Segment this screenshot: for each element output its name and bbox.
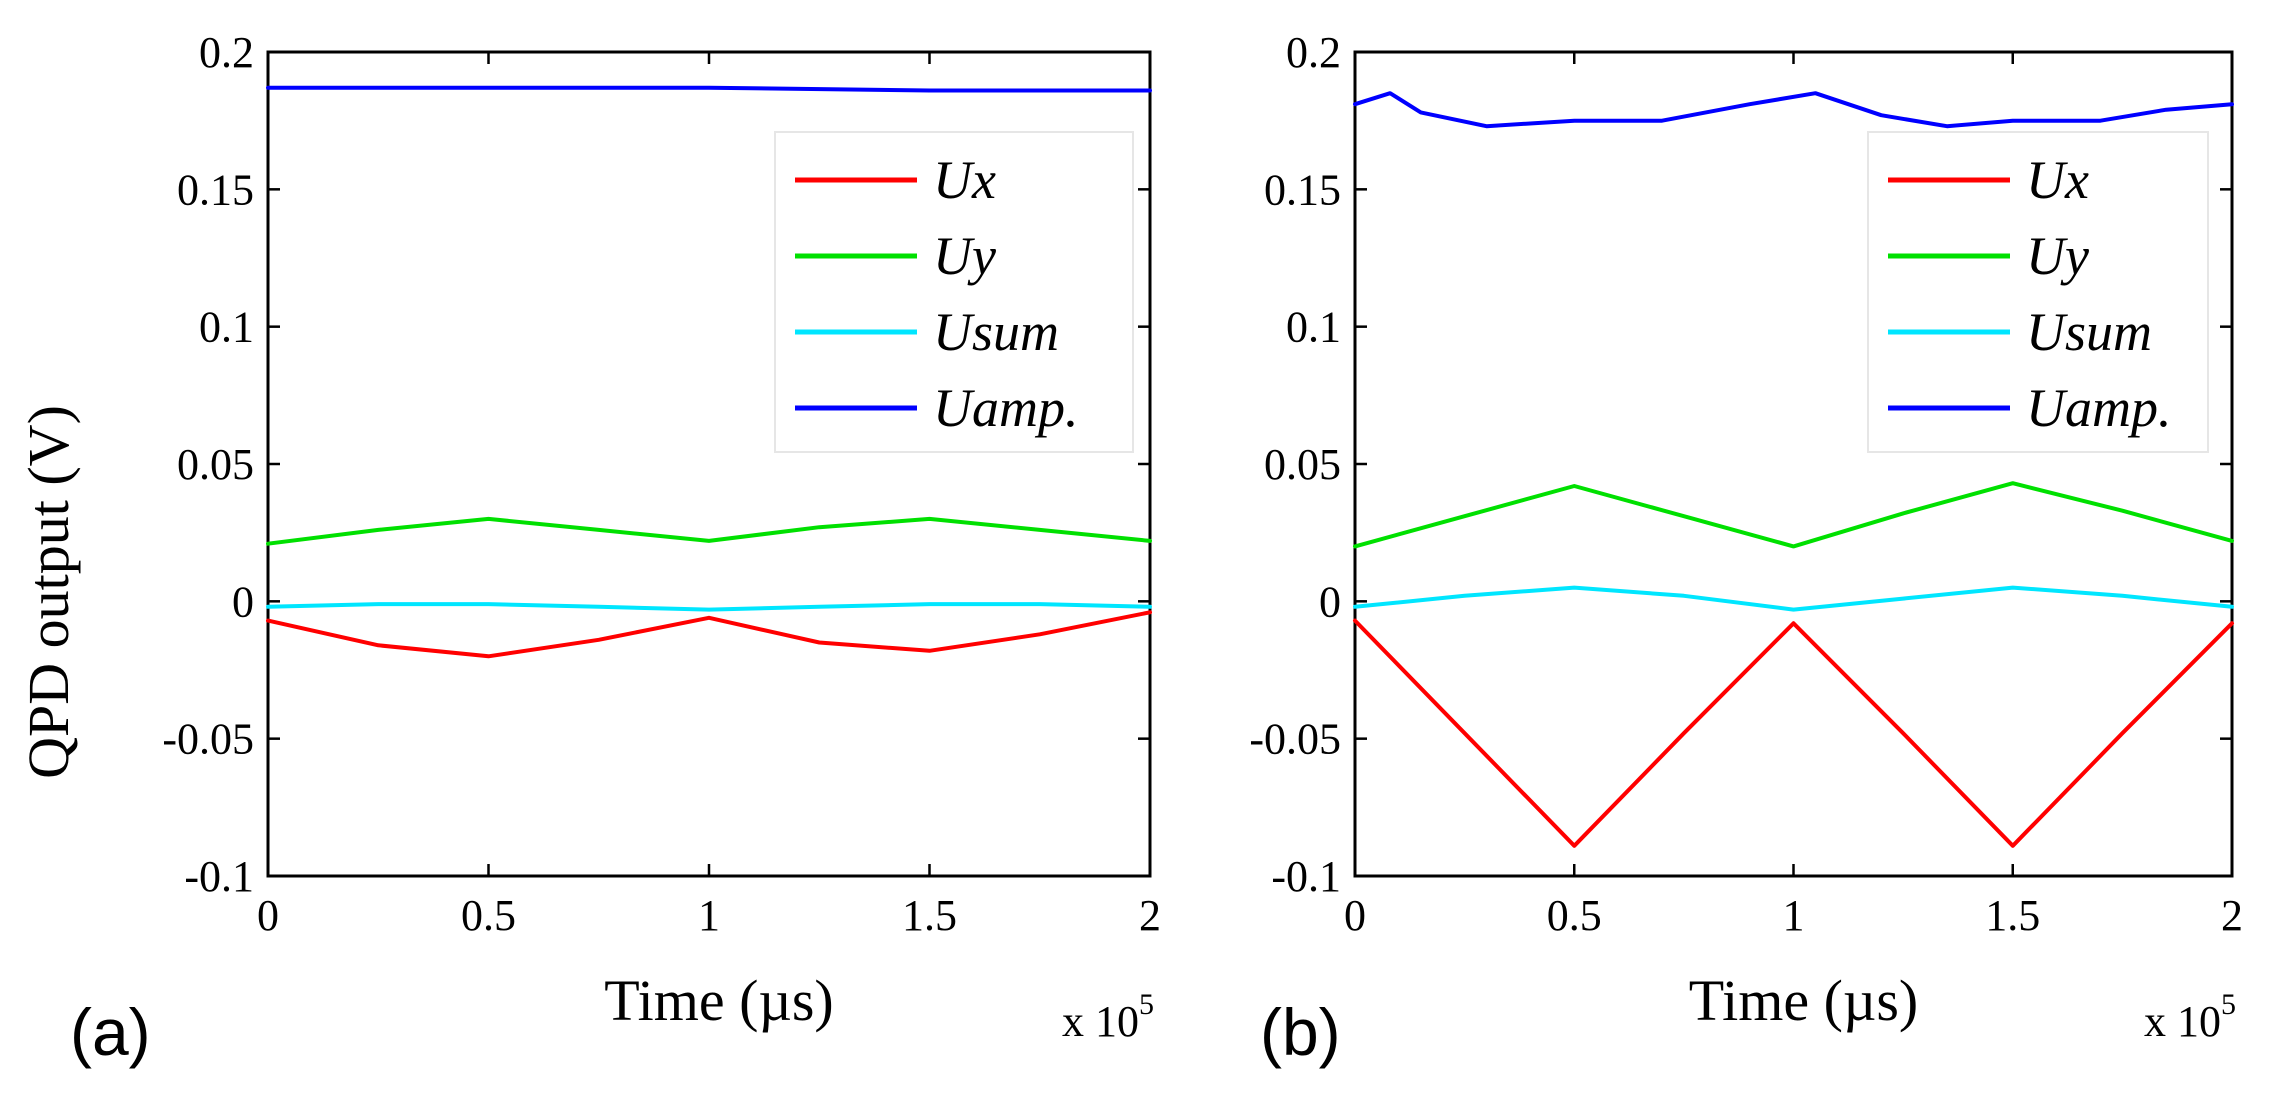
y-tick-label: 0.05 (1264, 440, 1341, 489)
y-tick-label: -0.05 (162, 715, 254, 764)
panel-a: -0.1 -0.05 0 0.05 0.1 0.15 0.2 0 0.5 1 1.5 2 Time (µ… (70, 28, 1161, 1069)
y-tick-label: 0 (232, 577, 254, 626)
x-axis-label: Time (µs) (1689, 968, 1918, 1033)
x-tick-label: 1 (698, 891, 720, 940)
x-tick-label: 1.5 (1985, 891, 2040, 940)
y-tick-label: 0.05 (177, 440, 254, 489)
y-tick-label: 0.15 (177, 165, 254, 214)
y-tick-label: 0.2 (1286, 28, 1341, 77)
legend-box (1867, 131, 2209, 453)
y-axis-label: QPD output (V) (16, 405, 81, 779)
y-tick-label: -0.05 (1249, 715, 1341, 764)
x-tick-label: 1 (1783, 891, 1805, 940)
series-line-uamp (266, 85, 1152, 93)
legend-label: Uy (2026, 226, 2089, 286)
legend-label: Uy (933, 226, 996, 286)
legend-label: Uamp. (2026, 378, 2172, 438)
x-tick-label: 2 (1139, 891, 1161, 940)
y-tick-label: 0.1 (1286, 303, 1341, 352)
y-tick-label: 0.2 (199, 28, 254, 77)
panel-label: (a) (70, 995, 151, 1069)
series-line-uy (266, 516, 1152, 546)
legend-label: Ux (933, 150, 996, 210)
x-exponent-prefix: x 10 (1062, 997, 1139, 1046)
y-tick-label: 0 (1319, 577, 1341, 626)
x-tick-label: 1.5 (902, 891, 957, 940)
y-tick-label: 0.15 (1264, 165, 1341, 214)
series-line-usum (266, 602, 1152, 612)
legend-label: Uamp. (933, 378, 1079, 438)
x-tick-label: 2 (2221, 891, 2243, 940)
series-line-uamp (1353, 91, 2234, 129)
y-tick-label: 0.1 (199, 303, 254, 352)
x-axis-label: Time (µs) (604, 968, 833, 1033)
series-line-usum (1353, 585, 2234, 612)
x-tick-label: 0 (1344, 891, 1366, 940)
legend-label: Usum (933, 302, 1059, 362)
y-tick-label: -0.1 (1271, 852, 1341, 901)
x-exponent-power: 5 (1139, 988, 1154, 1021)
legend-label: Ux (2026, 150, 2089, 210)
x-tick-label: 0 (257, 891, 279, 940)
x-exponent-prefix: x 10 (2144, 997, 2221, 1046)
x-exponent-label: x 105 (2144, 988, 2236, 1046)
x-tick-label: 0.5 (1547, 891, 1602, 940)
legend-box (774, 131, 1134, 453)
panel-label: (b) (1260, 995, 1341, 1069)
legend-label: Usum (2026, 302, 2152, 362)
series-line-ux (1353, 618, 2234, 848)
x-tick-label: 0.5 (461, 891, 516, 940)
series-line-ux (266, 610, 1152, 659)
panel-b: -0.1 -0.05 0 0.05 0.1 0.15 0.2 0 0.5 1 1.5 2 Time (µ… (1249, 28, 2243, 1069)
y-tick-label: -0.1 (184, 852, 254, 901)
legend: Ux Uy Usum Uamp. (1867, 131, 2209, 453)
series-line-uy (1353, 481, 2234, 549)
x-exponent-power: 5 (2221, 988, 2236, 1021)
x-exponent-label: x 105 (1062, 988, 1154, 1046)
legend: Ux Uy Usum Uamp. (774, 131, 1134, 453)
